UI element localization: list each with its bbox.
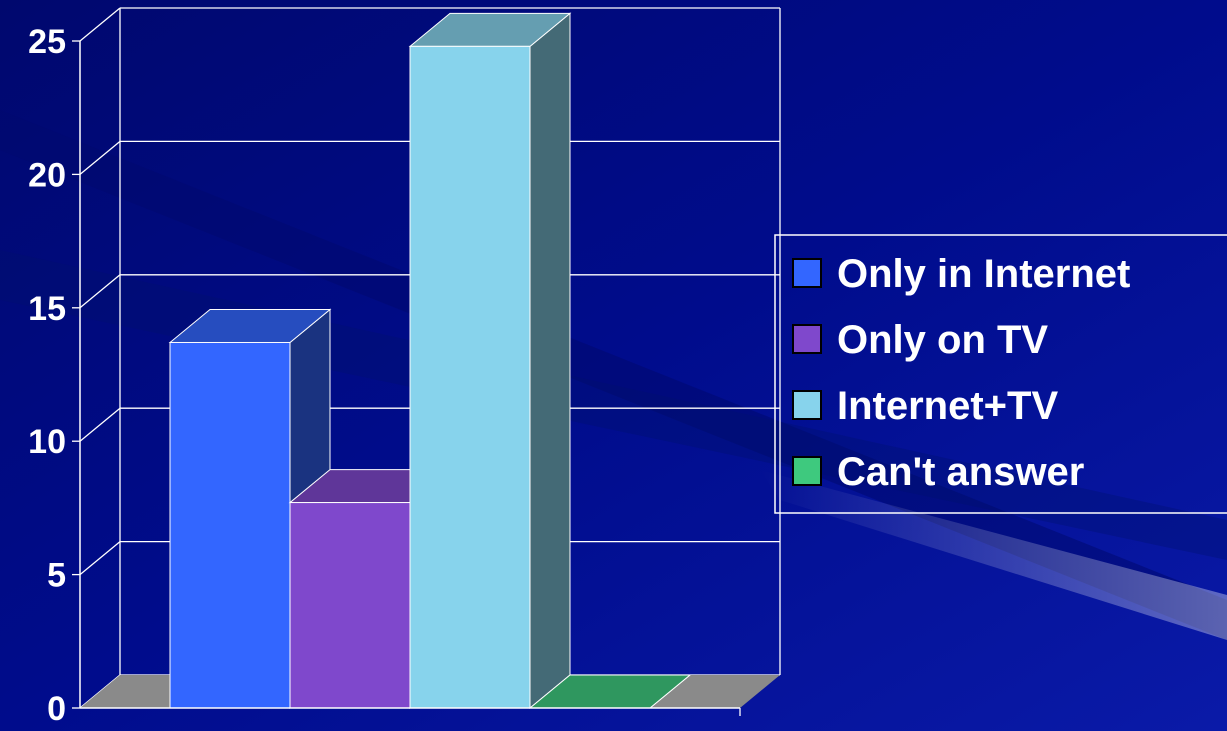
- bar-front: [169, 341, 291, 709]
- y-tick-label: 10: [28, 423, 66, 461]
- bar-side: [529, 12, 571, 710]
- bar-front: [409, 45, 531, 709]
- y-tick-label: 15: [28, 290, 66, 328]
- legend: Only in Internet Only on TV Internet+TV Can…: [774, 234, 1227, 514]
- legend-label: Only on TV: [837, 318, 1048, 362]
- legend-label: Internet+TV: [837, 384, 1058, 428]
- legend-swatch: [792, 456, 822, 486]
- legend-swatch: [792, 390, 822, 420]
- legend-label: Only in Internet: [837, 252, 1130, 296]
- legend-swatch: [792, 258, 822, 288]
- legend-swatch: [792, 324, 822, 354]
- y-axis-ticks: 0 5 10 15 20 25: [28, 23, 66, 728]
- y-tick-label: 5: [47, 557, 66, 595]
- gridline-side: [79, 407, 121, 442]
- chart-bars: [168, 12, 692, 710]
- legend-item: Only on TV: [792, 318, 1048, 362]
- gridline-side: [79, 7, 121, 42]
- gridline-side: [79, 274, 121, 309]
- legend-label: Can't answer: [837, 450, 1084, 494]
- legend-item: Can't answer: [792, 450, 1084, 494]
- y-tick-label: 20: [28, 156, 66, 194]
- legend-frame: [774, 234, 1227, 514]
- gridline-side: [79, 140, 121, 175]
- bar-front: [289, 502, 411, 709]
- chart-axis: [72, 40, 741, 716]
- y-tick-label: 25: [28, 23, 66, 61]
- bar: [408, 12, 572, 710]
- legend-item: Only in Internet: [792, 252, 1130, 296]
- legend-item: Internet+TV: [792, 384, 1058, 428]
- gridline-side: [79, 541, 121, 576]
- y-tick-label: 0: [47, 690, 66, 728]
